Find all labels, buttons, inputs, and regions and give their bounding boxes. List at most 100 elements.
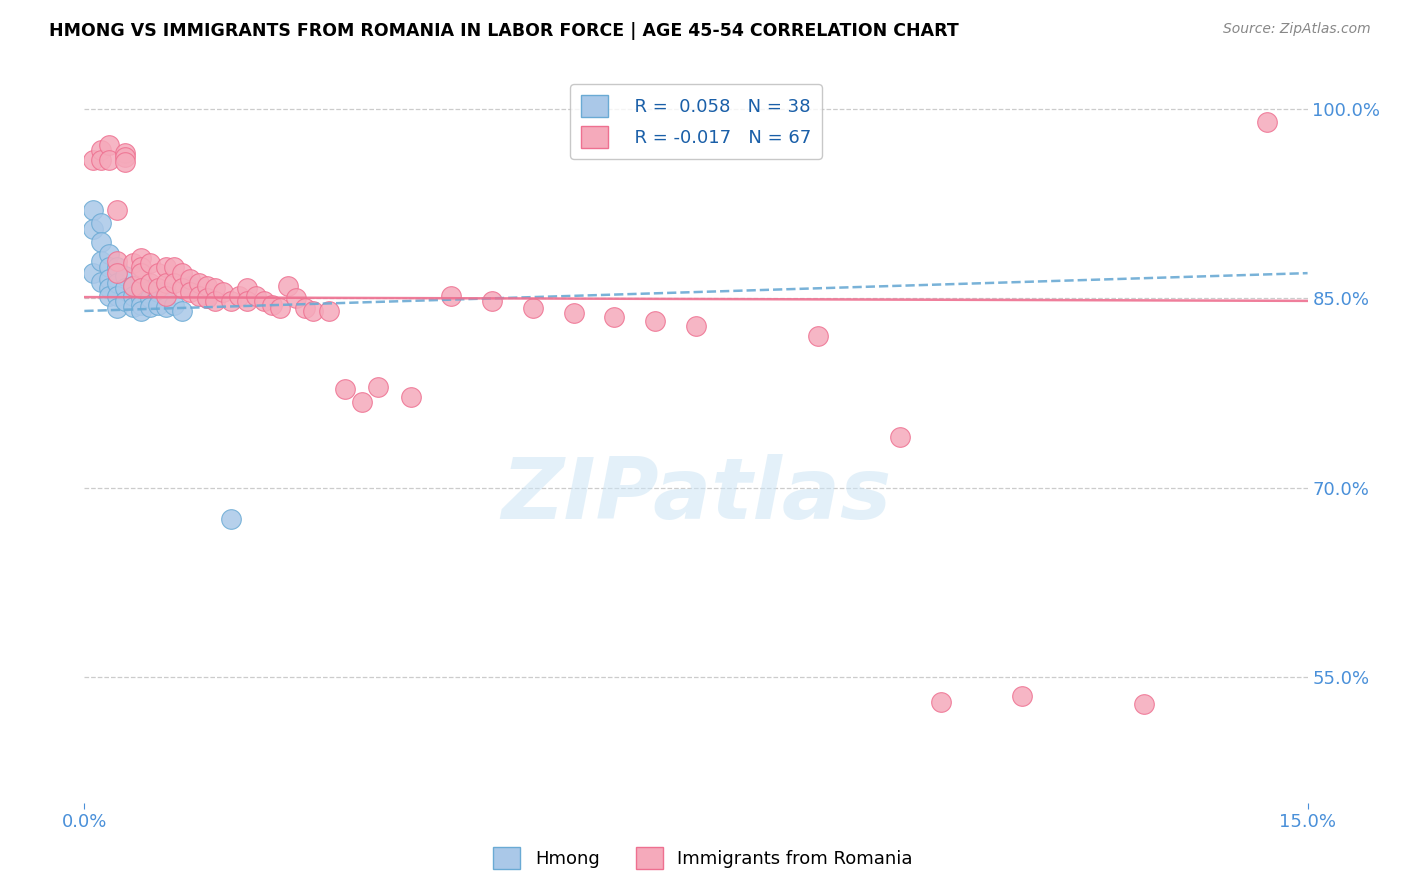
Point bbox=[97, 272, 120, 286]
Point bbox=[114, 268, 136, 283]
Point bbox=[163, 260, 186, 274]
Point bbox=[335, 382, 357, 396]
Point bbox=[522, 301, 544, 316]
Point bbox=[146, 298, 169, 312]
Point bbox=[163, 298, 186, 312]
Point bbox=[82, 222, 104, 236]
Point bbox=[212, 285, 235, 299]
Point bbox=[260, 298, 283, 312]
Point bbox=[114, 293, 136, 308]
Point bbox=[269, 301, 291, 316]
Point bbox=[105, 277, 128, 291]
Point bbox=[105, 260, 128, 274]
Point bbox=[1256, 115, 1278, 129]
Point bbox=[90, 275, 112, 289]
Point bbox=[1011, 689, 1033, 703]
Point bbox=[138, 256, 160, 270]
Point bbox=[131, 281, 153, 295]
Point bbox=[90, 235, 112, 249]
Point bbox=[105, 301, 128, 316]
Point bbox=[204, 293, 226, 308]
Point bbox=[187, 289, 209, 303]
Point bbox=[114, 281, 136, 295]
Point bbox=[481, 293, 503, 308]
Point bbox=[294, 301, 316, 316]
Point bbox=[138, 291, 160, 305]
Point bbox=[172, 281, 194, 295]
Point bbox=[155, 285, 177, 299]
Point bbox=[105, 203, 128, 218]
Point bbox=[90, 253, 112, 268]
Point bbox=[285, 291, 308, 305]
Point bbox=[440, 289, 463, 303]
Point bbox=[105, 266, 128, 280]
Point bbox=[138, 277, 160, 291]
Point bbox=[131, 304, 153, 318]
Point bbox=[807, 329, 830, 343]
Point bbox=[114, 155, 136, 169]
Point bbox=[889, 430, 911, 444]
Point bbox=[562, 306, 585, 320]
Point bbox=[90, 153, 112, 167]
Point bbox=[146, 281, 169, 295]
Point bbox=[155, 300, 177, 314]
Point bbox=[105, 289, 128, 303]
Point bbox=[105, 253, 128, 268]
Text: HMONG VS IMMIGRANTS FROM ROMANIA IN LABOR FORCE | AGE 45-54 CORRELATION CHART: HMONG VS IMMIGRANTS FROM ROMANIA IN LABO… bbox=[49, 22, 959, 40]
Point bbox=[172, 304, 194, 318]
Point bbox=[97, 260, 120, 274]
Point bbox=[301, 304, 323, 318]
Point bbox=[82, 153, 104, 167]
Point bbox=[90, 216, 112, 230]
Point bbox=[122, 300, 145, 314]
Point bbox=[644, 314, 666, 328]
Point bbox=[318, 304, 340, 318]
Point bbox=[228, 289, 250, 303]
Point bbox=[122, 289, 145, 303]
Point bbox=[155, 277, 177, 291]
Point bbox=[236, 293, 259, 308]
Legend:   R =  0.058   N = 38,   R = -0.017   N = 67: R = 0.058 N = 38, R = -0.017 N = 67 bbox=[571, 84, 821, 159]
Point bbox=[131, 251, 153, 265]
Point bbox=[146, 266, 169, 280]
Point bbox=[179, 278, 201, 293]
Text: Source: ZipAtlas.com: Source: ZipAtlas.com bbox=[1223, 22, 1371, 37]
Point bbox=[350, 394, 373, 409]
Point bbox=[179, 272, 201, 286]
Point bbox=[253, 293, 276, 308]
Point bbox=[163, 277, 186, 291]
Point bbox=[245, 289, 267, 303]
Point bbox=[367, 379, 389, 393]
Point bbox=[82, 266, 104, 280]
Point bbox=[97, 247, 120, 261]
Point bbox=[155, 289, 177, 303]
Point bbox=[179, 285, 201, 299]
Point bbox=[138, 283, 160, 297]
Point bbox=[277, 278, 299, 293]
Point bbox=[155, 260, 177, 274]
Point bbox=[90, 143, 112, 157]
Point bbox=[195, 291, 218, 305]
Point bbox=[195, 278, 218, 293]
Point bbox=[219, 512, 242, 526]
Point bbox=[131, 281, 153, 295]
Point bbox=[82, 203, 104, 218]
Point bbox=[138, 300, 160, 314]
Point bbox=[131, 291, 153, 305]
Point bbox=[114, 150, 136, 164]
Point bbox=[122, 278, 145, 293]
Point bbox=[97, 137, 120, 152]
Point bbox=[195, 291, 218, 305]
Point bbox=[114, 146, 136, 161]
Point bbox=[399, 390, 422, 404]
Point bbox=[131, 298, 153, 312]
Point bbox=[122, 278, 145, 293]
Point bbox=[146, 285, 169, 299]
Point bbox=[929, 695, 952, 709]
Legend: Hmong, Immigrants from Romania: Hmong, Immigrants from Romania bbox=[486, 839, 920, 876]
Point bbox=[187, 277, 209, 291]
Point bbox=[131, 266, 153, 280]
Point bbox=[122, 256, 145, 270]
Point bbox=[131, 260, 153, 274]
Point bbox=[603, 310, 626, 325]
